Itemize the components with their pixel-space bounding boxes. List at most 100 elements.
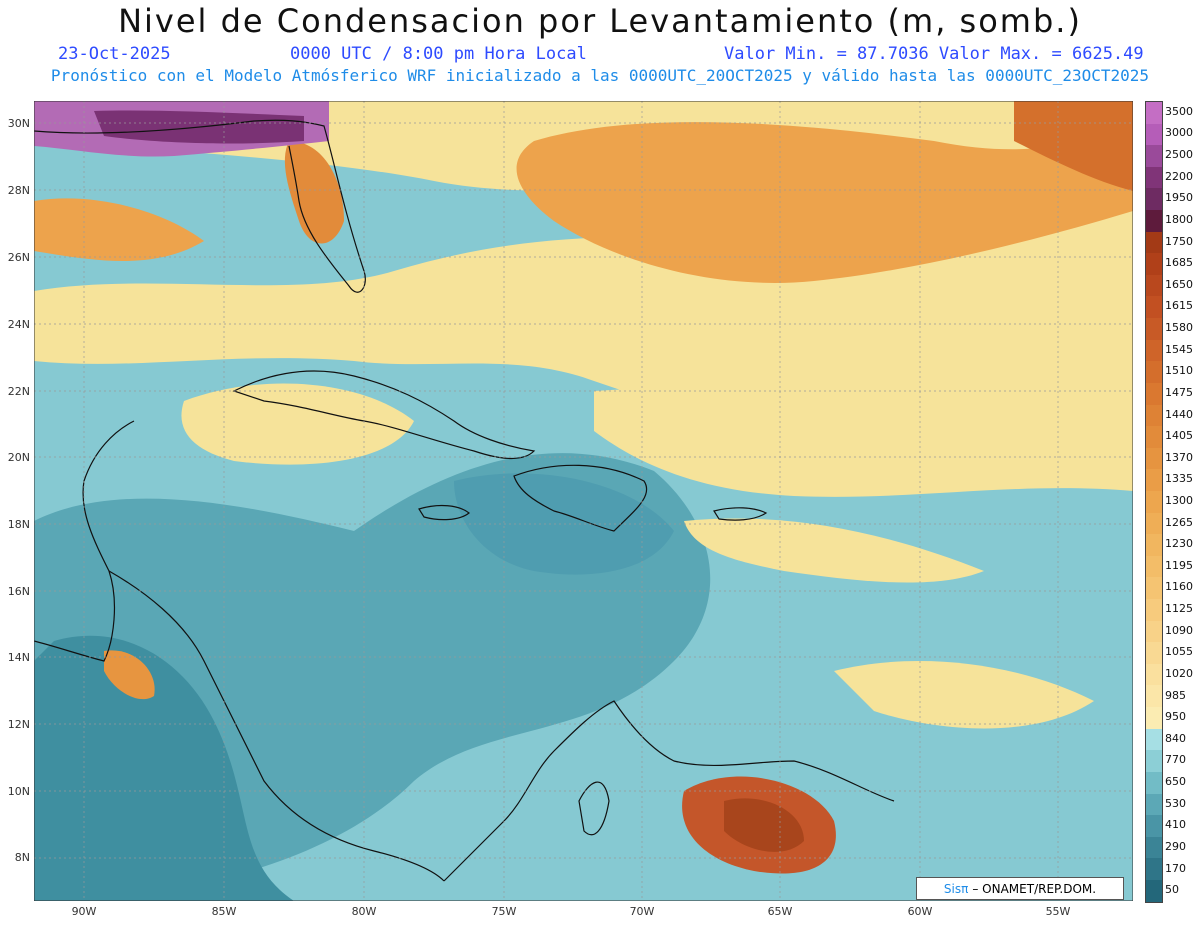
lat-label: 22N (7, 385, 30, 398)
colorbar-label: 950 (1165, 710, 1186, 724)
colorbar-label: 1685 (1165, 256, 1193, 270)
colorbar-swatch (1146, 750, 1162, 772)
graticule (34, 101, 1133, 901)
colorbar-swatch (1146, 318, 1162, 340)
atlantic-yellow (594, 388, 1133, 497)
colorbar-label: 1195 (1165, 558, 1193, 572)
colorbar-label: 1510 (1165, 364, 1193, 378)
colorbar-swatch (1146, 577, 1162, 600)
colorbar-swatch (1146, 102, 1162, 124)
colorbar-label: 1545 (1165, 342, 1193, 356)
colorbar-label: 1020 (1165, 666, 1193, 680)
min-max-values: Valor Min. = 87.7036 Valor Max. = 6625.4… (724, 44, 1144, 64)
colorbar-label: 1650 (1165, 277, 1193, 291)
colorbar-swatch (1146, 339, 1162, 362)
colorbar-label: 1090 (1165, 623, 1193, 637)
colorbar-label: 1370 (1165, 450, 1193, 464)
lat-label: 8N (14, 851, 30, 864)
lat-label: 28N (7, 184, 30, 197)
florida-orange (284, 141, 344, 244)
colorbar-swatch (1146, 426, 1162, 448)
colorbar-label: 1335 (1165, 472, 1193, 486)
colorbar-label: 1300 (1165, 494, 1193, 507)
gulf-orange (34, 198, 204, 261)
colorbar-swatch (1146, 555, 1162, 578)
colorbar-swatch (1146, 793, 1162, 816)
colorbar-swatch (1146, 858, 1162, 880)
colorbar-swatch (1146, 404, 1162, 427)
colorbar-swatch (1146, 534, 1162, 556)
colorbar-label: 1475 (1165, 385, 1193, 399)
lat-label: 12N (7, 718, 30, 731)
colorbar-label: 1160 (1165, 580, 1193, 594)
central-america-teal (34, 635, 294, 901)
colorbar-swatch (1146, 166, 1162, 189)
credit-text: – ONAMET/REP.DOM. (972, 881, 1097, 896)
colorbar-label: 2200 (1165, 169, 1193, 183)
lon-label: 60W (907, 905, 933, 918)
colorbar-label: 985 (1165, 688, 1186, 702)
colorbar-label: 1230 (1165, 537, 1193, 551)
colorbar-swatch (1146, 728, 1162, 751)
colorbar-label: 1950 (1165, 191, 1193, 205)
colorbar-swatch (1146, 382, 1162, 405)
forecast-time: 0000 UTC / 8:00 pm Hora Local (290, 44, 587, 64)
lon-label: 65W (767, 905, 793, 918)
colorbar-label: 1405 (1165, 429, 1193, 443)
colorbar-label: 1750 (1165, 234, 1193, 248)
colorbar-label: 3500 (1165, 104, 1193, 118)
lat-label: 10N (7, 785, 30, 798)
credit-box: Sisπ – ONAMET/REP.DOM. (916, 877, 1124, 900)
lon-label: 80W (351, 905, 377, 918)
lon-label: 55W (1045, 905, 1071, 918)
colorbar-label: 530 (1165, 796, 1186, 810)
colorbar-label: 770 (1165, 753, 1186, 767)
lcl-map (34, 101, 1133, 901)
colorbar-label: 840 (1165, 731, 1186, 745)
colorbar-label: 1265 (1165, 515, 1193, 529)
forecast-date: 23-Oct-2025 (58, 44, 171, 64)
colorbar-label: 1580 (1165, 321, 1193, 335)
colorbar-swatch (1146, 447, 1162, 470)
colorbar-label: 1055 (1165, 645, 1193, 659)
colorbar-swatch (1146, 188, 1162, 211)
colorbar-swatch (1146, 296, 1162, 319)
model-subtitle: Pronóstico con el Modelo Atmósferico WRF… (50, 66, 1150, 85)
lon-label: 85W (211, 905, 237, 918)
colorbar-label: 290 (1165, 839, 1186, 853)
colorbar-swatch (1146, 663, 1162, 686)
colorbar-label: 3000 (1165, 126, 1193, 140)
cuba-yellow (181, 383, 414, 465)
colorbar-swatch (1146, 490, 1162, 513)
colorbar-swatch (1146, 361, 1162, 383)
colorbar-swatch (1146, 620, 1162, 643)
colorbar-swatch (1146, 836, 1162, 859)
colorbar-label: 1440 (1165, 407, 1193, 421)
sispi-logo: Sisπ (943, 881, 969, 896)
lat-label: 30N (7, 117, 30, 130)
colorbar-swatch (1146, 253, 1162, 275)
colorbar-swatch (1146, 123, 1162, 146)
colorbar-swatch (1146, 274, 1162, 297)
colorbar-swatch (1146, 685, 1162, 708)
colorbar-label: 410 (1165, 818, 1186, 832)
colorbar-label: 170 (1165, 861, 1186, 875)
colorbar-swatch (1146, 707, 1162, 729)
map-title: Nivel de Condensacion por Levantamiento … (118, 2, 1082, 40)
colorbar-swatch (1146, 231, 1162, 254)
puerto-rico-yellow (684, 518, 984, 583)
lat-label: 14N (7, 651, 30, 664)
lon-label: 90W (71, 905, 97, 918)
colorbar-swatch (1146, 642, 1162, 664)
colorbar-label: 650 (1165, 775, 1186, 789)
colorbar-label: 1615 (1165, 299, 1193, 313)
colorbar-label: 1800 (1165, 212, 1193, 226)
colorbar-label: 2500 (1165, 148, 1193, 162)
colorbar-swatch (1146, 469, 1162, 491)
colorbar (1145, 101, 1163, 903)
lat-label: 24N (7, 318, 30, 331)
venezuela-brown (724, 798, 804, 852)
ne-dark-orange (1014, 101, 1133, 191)
lon-label: 75W (491, 905, 517, 918)
colorbar-label: 1125 (1165, 602, 1193, 616)
